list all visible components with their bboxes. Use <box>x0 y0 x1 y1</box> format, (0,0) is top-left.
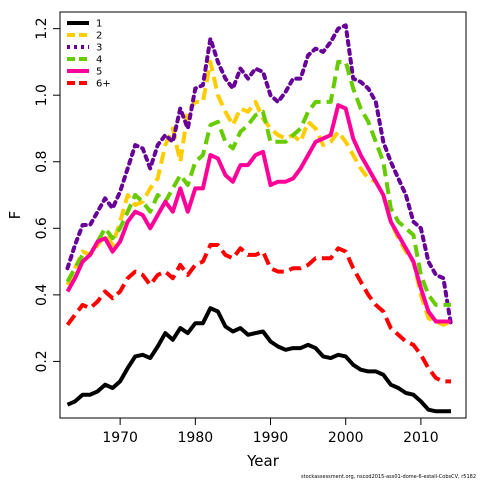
y-axis: 0.2 0.4 0.6 0.8 1.0 1.2 <box>34 18 61 373</box>
y-axis-title: F <box>6 211 24 220</box>
footer-credit: stockassessment.org, nscod2015-ass01-dom… <box>301 474 476 480</box>
y-tick-label: 1.2 <box>34 18 50 40</box>
series-line-5 <box>65 103 451 324</box>
series-line-2 <box>65 59 452 327</box>
legend-label-5: 5 <box>96 67 102 78</box>
legend-label-3: 3 <box>96 43 102 54</box>
y-tick-label: 0.2 <box>34 350 50 372</box>
series-lines <box>65 23 453 414</box>
series-line-1 <box>66 306 451 414</box>
legend-label-1: 1 <box>96 19 102 30</box>
legend-label-4: 4 <box>96 55 102 66</box>
y-tick-label: 0.6 <box>34 217 50 239</box>
y-tick-label: 1.0 <box>34 84 50 106</box>
series-line-3 <box>65 23 453 327</box>
x-tick-label: 1990 <box>253 430 289 446</box>
x-axis-title: Year <box>246 452 280 470</box>
x-tick-label: 2000 <box>328 430 364 446</box>
legend-label-2: 2 <box>96 31 102 42</box>
x-tick-label: 1970 <box>102 430 138 446</box>
y-tick-label: 0.4 <box>34 284 50 306</box>
legend-label-6plus: 6+ <box>96 79 111 90</box>
series-line-6plus <box>65 243 451 384</box>
series-line-4 <box>65 59 451 307</box>
x-axis: 1970 1980 1990 2000 2010 <box>102 417 439 446</box>
y-tick-label: 0.8 <box>34 151 50 173</box>
x-tick-label: 1980 <box>178 430 214 446</box>
x-tick-label: 2010 <box>403 430 439 446</box>
